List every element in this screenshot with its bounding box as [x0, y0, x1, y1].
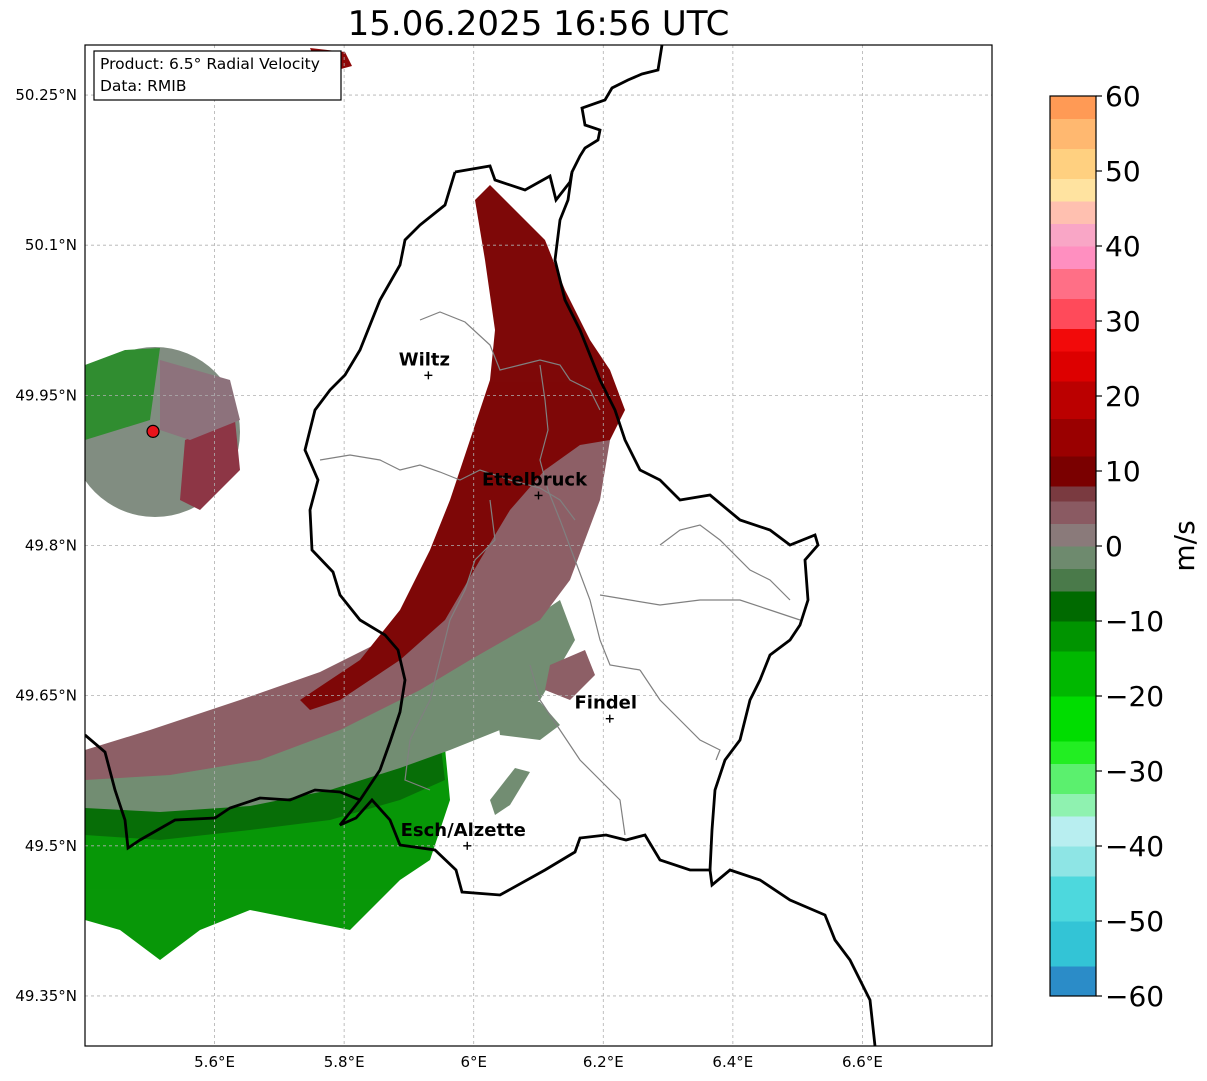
- colorbar-tick-label: −60: [1105, 980, 1164, 1013]
- city-marker[interactable]: Esch/Alzette: [401, 820, 526, 850]
- colorbar-band: [1050, 328, 1096, 352]
- echo-near-radar-pink: [160, 360, 240, 440]
- info-data-line: Data: RMIB: [100, 77, 187, 95]
- echo-findel-cell: [545, 650, 595, 700]
- y-tick-label: 50.25°N: [15, 86, 77, 104]
- echo-mid-cell: [495, 700, 560, 740]
- longitude-ticks: 5.6°E 5.8°E 6°E 6.2°E 6.4°E 6.6°E: [194, 1053, 883, 1071]
- colorbar-band: [1050, 298, 1096, 329]
- colorbar-band: [1050, 268, 1096, 299]
- colorbar-band: [1050, 921, 1096, 967]
- colorbar-band: [1050, 793, 1096, 817]
- colorbar-tick-label: −10: [1105, 605, 1164, 638]
- radar-site-marker[interactable]: [146, 424, 160, 438]
- echo-red-band: [300, 185, 625, 710]
- colorbar-band: [1050, 546, 1096, 569]
- city-marker[interactable]: Findel: [574, 693, 637, 723]
- colorbar-band: [1050, 651, 1096, 697]
- colorbar-band: [1050, 246, 1096, 269]
- y-tick-label: 49.65°N: [15, 687, 77, 705]
- colorbar-tick-label: 30: [1105, 305, 1141, 338]
- colorbar-band: [1050, 568, 1096, 592]
- colorbar: 60 50 40 30 20 10 0 −10 −20 −30 −40 −50 −60 m/s: [1049, 80, 1201, 1013]
- city-label: Findel: [574, 693, 637, 714]
- colorbar-tick-label: −50: [1105, 905, 1164, 938]
- colorbar-band: [1050, 621, 1096, 652]
- map-plot-area[interactable]: Wiltz Ettelbruck Findel Esch/Alzette Produc…: [70, 44, 993, 1047]
- colorbar-band: [1050, 178, 1096, 202]
- echo-near-radar-green: [85, 348, 160, 440]
- y-tick-label: 49.5°N: [25, 837, 77, 855]
- colorbar-band: [1050, 223, 1096, 247]
- colorbar-band: [1050, 846, 1096, 877]
- colorbar-tick-label: 20: [1105, 380, 1141, 413]
- x-tick-label: 6.6°E: [842, 1053, 883, 1071]
- latitude-ticks: 50.25°N 50.1°N 49.95°N 49.8°N 49.65°N 49.5°N 4…: [15, 86, 77, 1005]
- echo-zero-green: [85, 600, 575, 812]
- info-product-line: Product: 6.5° Radial Velocity: [100, 55, 320, 73]
- y-tick-label: 49.35°N: [15, 987, 77, 1005]
- colorbar-band: [1050, 966, 1096, 997]
- colorbar-band: [1050, 96, 1096, 119]
- x-tick-label: 5.8°E: [324, 1053, 365, 1071]
- colorbar-band: [1050, 591, 1096, 622]
- map-frame: [84, 44, 993, 1047]
- colorbar-band: [1050, 763, 1096, 794]
- colorbar-band: [1050, 456, 1096, 487]
- x-tick-label: 5.6°E: [194, 1053, 235, 1071]
- city-label: Ettelbruck: [482, 469, 588, 490]
- echo-esch-cell: [490, 768, 530, 815]
- colorbar-bands: [1050, 96, 1096, 997]
- x-tick-label: 6.2°E: [583, 1053, 624, 1071]
- colorbar-band: [1050, 876, 1096, 922]
- echo-green-dark: [85, 740, 445, 840]
- canton-boundaries: [319, 311, 801, 836]
- colorbar-tick-label: 50: [1105, 155, 1141, 188]
- colorbar-tick-label: 40: [1105, 230, 1141, 263]
- luxembourg-border: [85, 45, 877, 1046]
- city-markers: Wiltz Ettelbruck Findel Esch/Alzette: [399, 349, 637, 850]
- x-tick-label: 6.4°E: [712, 1053, 753, 1071]
- colorbar-unit-label: m/s: [1168, 520, 1201, 571]
- colorbar-band: [1050, 741, 1096, 764]
- city-marker[interactable]: Wiltz: [399, 349, 450, 380]
- y-tick-label: 49.8°N: [25, 537, 77, 555]
- city-label: Esch/Alzette: [401, 820, 526, 841]
- colorbar-tick-label: −40: [1105, 830, 1164, 863]
- city-marker[interactable]: Ettelbruck: [482, 469, 588, 500]
- colorbar-band: [1050, 486, 1096, 502]
- colorbar-tick-label: −20: [1105, 680, 1164, 713]
- colorbar-ticks: 60 50 40 30 20 10 0 −10 −20 −30 −40 −50 −60: [1096, 80, 1164, 1013]
- colorbar-band: [1050, 381, 1096, 419]
- map-title: 15.06.2025 16:56 UTC: [347, 4, 730, 44]
- colorbar-band: [1050, 418, 1096, 457]
- colorbar-band: [1050, 201, 1096, 224]
- product-info-box: Product: 6.5° Radial Velocity Data: RMIB: [93, 50, 342, 101]
- colorbar-band: [1050, 351, 1096, 382]
- colorbar-band: [1050, 696, 1096, 742]
- colorbar-tick-label: 60: [1105, 80, 1141, 113]
- echo-zero-pink: [85, 440, 610, 780]
- colorbar-tick-label: −30: [1105, 755, 1164, 788]
- city-label: Wiltz: [399, 349, 450, 370]
- x-tick-label: 6°E: [460, 1053, 487, 1071]
- colorbar-tick-label: 10: [1105, 455, 1141, 488]
- colorbar-band: [1050, 148, 1096, 179]
- colorbar-band: [1050, 523, 1096, 547]
- colorbar-band: [1050, 118, 1096, 149]
- colorbar-tick-label: 0: [1105, 530, 1123, 563]
- colorbar-band: [1050, 501, 1096, 524]
- y-tick-label: 49.95°N: [15, 386, 77, 404]
- y-tick-label: 50.1°N: [25, 236, 77, 254]
- colorbar-band: [1050, 816, 1096, 847]
- echo-near-radar-red: [180, 420, 240, 510]
